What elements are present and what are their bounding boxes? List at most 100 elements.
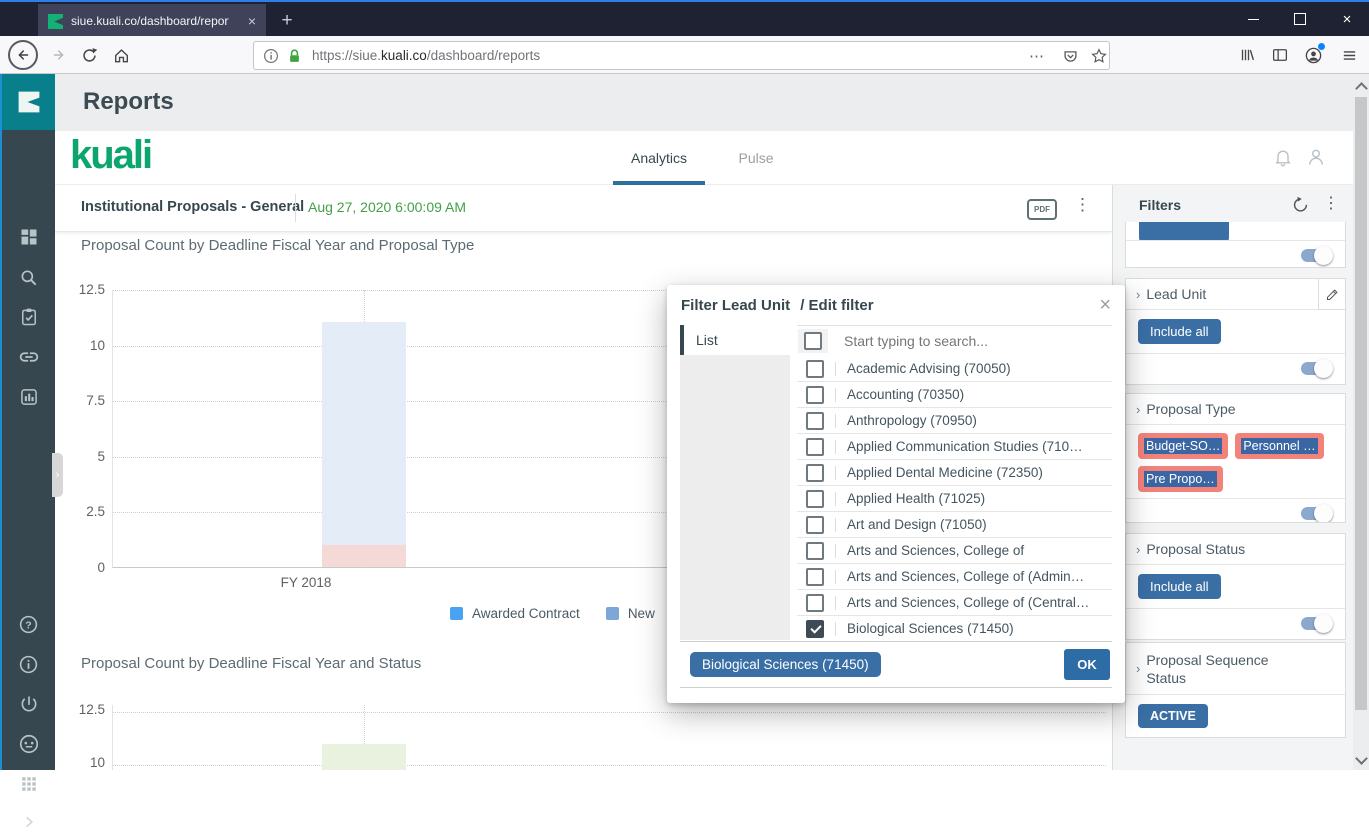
select-all-checkbox-wrap (798, 329, 828, 353)
scrollbar-thumb[interactable] (1355, 97, 1367, 710)
profile-icon[interactable] (1306, 147, 1326, 167)
library-icon[interactable] (1232, 36, 1262, 74)
filter-toggle[interactable] (1301, 358, 1333, 378)
filter-list-row[interactable]: Applied Communication Studies (710… (797, 434, 1112, 460)
filter-list-row[interactable]: Academic Advising (70050) (797, 356, 1112, 382)
window-minimize-button[interactable] (1230, 2, 1276, 36)
browser-navbar: https://siue.kuali.co/dashboard/reports … (0, 36, 1369, 74)
filter-list-row[interactable]: Biological Sciences (71450) (797, 616, 1112, 642)
sidebar-link-icon[interactable] (2, 344, 55, 370)
window-close-button[interactable]: × (1342, 10, 1352, 28)
sidebar-bot-icon[interactable] (2, 731, 55, 757)
filter-item-checkbox-7[interactable] (806, 541, 824, 560)
search-input[interactable] (842, 332, 1086, 350)
tab-analytics[interactable]: Analytics (630, 150, 688, 166)
proposal-type-chip[interactable]: Personnel … (1235, 433, 1324, 459)
scroll-up-arrow[interactable] (1355, 82, 1368, 95)
dialog-header: Filter Lead Unit / Edit filter × (667, 285, 1125, 325)
report-timestamp: Aug 27, 2020 6:00:09 AM (308, 199, 467, 215)
bookmark-star-icon[interactable] (1090, 47, 1108, 65)
sidebar-info-icon[interactable] (2, 651, 55, 677)
filter-item-checkbox-8[interactable] (806, 567, 824, 586)
lead-unit-chip[interactable]: Include all (1138, 319, 1221, 344)
pocket-icon[interactable] (1062, 48, 1079, 65)
filter-item-checkbox-2[interactable] (806, 411, 824, 430)
sidebar-analytics-icon[interactable] (2, 384, 55, 410)
filter-toggle[interactable] (1301, 613, 1333, 633)
filter-list-row[interactable]: Art and Design (71050) (797, 512, 1112, 538)
filter-card-header[interactable]: › Proposal Type (1126, 394, 1345, 425)
sidebar-logout-icon[interactable] (2, 691, 55, 717)
filter-list-row[interactable]: Arts and Sciences, College of (797, 538, 1112, 564)
report-kebab-menu[interactable]: ⋮ (1074, 195, 1091, 214)
filter-item-checkbox-0[interactable] (806, 359, 824, 378)
chart2-bar-segment[interactable] (322, 743, 406, 770)
back-button[interactable] (6, 36, 40, 74)
filter-card-header[interactable]: › Proposal Sequence Status (1126, 643, 1345, 696)
sidebar-expand-icon[interactable] (2, 809, 55, 835)
dialog-nav-tab-list[interactable]: List (680, 325, 790, 355)
menu-hamburger-icon[interactable] (1334, 36, 1364, 74)
notifications-bell-icon[interactable] (1273, 147, 1293, 167)
browser-tab[interactable]: siue.kuali.co/dashboard/report × (38, 4, 266, 38)
forward-button[interactable] (44, 36, 74, 74)
select-all-checkbox[interactable] (804, 332, 822, 350)
chart1-bar-segment-bottom (322, 544, 406, 567)
filter-list-row[interactable]: Arts and Sciences, College of (Central… (797, 590, 1112, 616)
filters-reset-icon[interactable] (1291, 195, 1310, 214)
tab-pulse[interactable]: Pulse (738, 150, 774, 166)
dialog-subtitle[interactable]: / Edit filter (800, 296, 874, 314)
page-info-icon[interactable] (263, 48, 279, 64)
filter-item-checkbox-6[interactable] (806, 515, 824, 534)
filter-card-header[interactable]: › Proposal Status (1126, 534, 1345, 565)
sidebar-help-icon[interactable]: ? (2, 611, 55, 637)
new-tab-button[interactable]: + (281, 10, 293, 31)
sidebar-search-icon[interactable] (2, 265, 55, 291)
filter-item-checkbox-1[interactable] (806, 385, 824, 404)
sidebar-tasks-icon[interactable] (2, 304, 55, 330)
filter-toggle[interactable] (1301, 503, 1333, 522)
ok-button[interactable]: OK (1064, 649, 1110, 680)
selected-value-chip[interactable]: Biological Sciences (71450) (690, 652, 881, 677)
sidebar-toggle-icon[interactable] (1265, 36, 1295, 74)
proposal-status-chip[interactable]: Include all (1138, 574, 1221, 599)
filter-list-row[interactable]: Applied Dental Medicine (72350) (797, 460, 1112, 486)
drawer-expand-handle[interactable]: › (52, 453, 63, 497)
filter-list-row[interactable]: Applied Health (71025) (797, 486, 1112, 512)
filter-item-checkbox-5[interactable] (806, 489, 824, 508)
filter-list-row[interactable]: Anthropology (70950) (797, 408, 1112, 434)
scroll-down-arrow[interactable] (1355, 752, 1368, 765)
filter-item-checkbox-4[interactable] (806, 463, 824, 482)
filter-toggle[interactable] (1301, 245, 1333, 265)
filter-item-checkbox-9[interactable] (806, 593, 824, 612)
edit-filter-pencil-icon[interactable] (1318, 279, 1345, 310)
chart1-bar[interactable] (322, 322, 406, 567)
address-bar[interactable]: https://siue.kuali.co/dashboard/reports … (253, 41, 1110, 70)
filter-chip-partial[interactable] (1139, 222, 1229, 240)
page-actions-icon[interactable]: ⋯ (1029, 47, 1045, 65)
account-icon[interactable] (1297, 36, 1329, 74)
filters-kebab-menu[interactable]: ⋮ (1323, 195, 1339, 212)
filter-card-header[interactable]: › Lead Unit (1126, 279, 1345, 310)
chart1-ytick: 10 (89, 338, 105, 353)
proposal-sequence-status-chip[interactable]: ACTIVE (1138, 704, 1208, 729)
proposal-type-chip[interactable]: Budget-SO… (1138, 433, 1229, 459)
browser-scrollbar[interactable] (1353, 76, 1369, 770)
dialog-close-icon[interactable]: × (1099, 294, 1111, 316)
sidebar-dashboard-icon[interactable] (2, 224, 55, 250)
legend-item[interactable]: New (605, 606, 655, 621)
reload-button[interactable] (74, 36, 104, 74)
https-lock-icon[interactable] (287, 48, 302, 64)
window-maximize-button[interactable] (1277, 2, 1323, 36)
proposal-type-chip[interactable]: Pre Propo… (1138, 466, 1223, 492)
home-button[interactable] (106, 36, 136, 74)
kuali-logo[interactable] (2, 74, 55, 130)
filter-list-row[interactable]: Arts and Sciences, College of (Admin… (797, 564, 1112, 590)
filter-item-checkbox-3[interactable] (806, 437, 824, 456)
filter-item-checkbox-10[interactable] (806, 619, 824, 638)
legend-item[interactable]: Awarded Contract (450, 606, 580, 621)
filter-list-row[interactable]: Accounting (70350) (797, 382, 1112, 408)
pdf-export-button[interactable]: PDF (1027, 199, 1057, 220)
sidebar-apps-icon[interactable] (2, 771, 55, 797)
tab-close-icon[interactable]: × (247, 13, 256, 29)
